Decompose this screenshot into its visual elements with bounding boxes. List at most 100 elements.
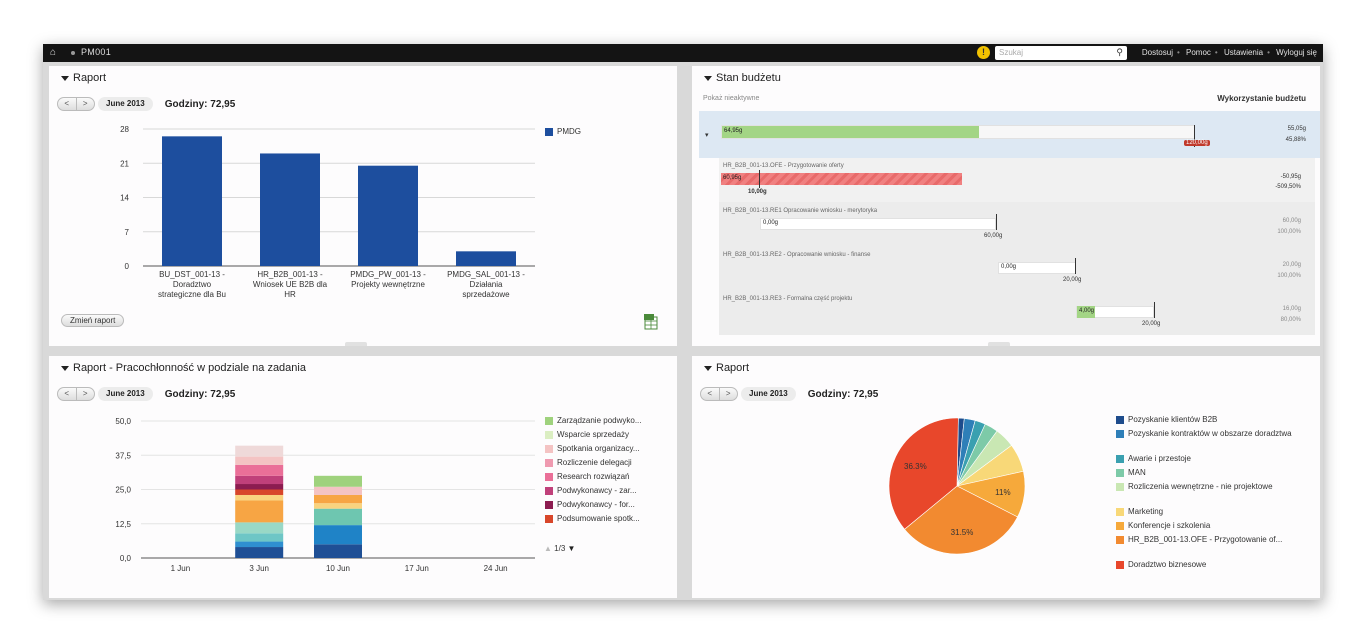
- collapse-icon[interactable]: [61, 365, 69, 371]
- legend-label: Podsumowanie spotk...: [557, 514, 640, 523]
- prev-month-button[interactable]: <: [58, 388, 77, 400]
- search-icon[interactable]: ⚲: [1116, 47, 1123, 57]
- search-input[interactable]: Szukaj ⚲: [995, 46, 1127, 60]
- resize-handle[interactable]: [345, 342, 367, 346]
- bar-segment: [314, 494, 362, 504]
- legend-label: Awarie i przestoje: [1128, 454, 1191, 463]
- link-logout[interactable]: Wyloguj się: [1276, 48, 1317, 57]
- notification-icon[interactable]: !: [977, 46, 990, 59]
- legend-label: Podwykonawcy - for...: [557, 500, 635, 509]
- resize-handle[interactable]: [988, 342, 1010, 346]
- y-tick-label: 50,0: [115, 417, 131, 426]
- budget-track: [1076, 306, 1154, 318]
- bar-segment: [235, 541, 284, 548]
- budget-row[interactable]: HR_B2B_001-13.RE3 - Formalna część proje…: [719, 290, 1315, 335]
- month-label[interactable]: June 2013: [98, 387, 153, 401]
- budget-row[interactable]: HR_B2B_001-13.OFE - Przygotowanie oferty…: [719, 158, 1315, 202]
- y-tick-label: 7: [125, 228, 130, 237]
- month-label[interactable]: June 2013: [98, 97, 153, 111]
- legend-swatch: [1116, 536, 1124, 544]
- bar-segment: [314, 525, 362, 545]
- legend-label: Wsparcie sprzedaży: [557, 430, 630, 439]
- legend-swatch: [1116, 483, 1124, 491]
- legend-item[interactable]: Marketing: [1116, 507, 1316, 521]
- legend-item[interactable]: Podwykonawcy - zar...: [545, 486, 642, 500]
- panel-header[interactable]: Raport: [61, 72, 106, 84]
- legend-item[interactable]: Awarie i przestoje: [1116, 454, 1316, 468]
- x-tick-label: 24 Jun: [484, 564, 508, 573]
- legend-label: Rozliczenie delegacji: [557, 458, 632, 467]
- x-tick-label: PMDG_SAL_001-13 -: [447, 270, 525, 279]
- next-month-button[interactable]: >: [82, 389, 88, 398]
- x-tick-label: HR_B2B_001-13 -: [257, 270, 323, 279]
- budget-row[interactable]: HR_B2B_001-13.RE1 Opracowanie wniosku - …: [719, 202, 1315, 246]
- legend-item[interactable]: Zarządzanie podwyko...: [545, 416, 642, 430]
- change-report-button[interactable]: Zmień raport: [61, 314, 125, 327]
- legend-prev-icon[interactable]: ▲: [544, 544, 552, 553]
- link-customize[interactable]: Dostosuj: [1141, 48, 1173, 57]
- legend-swatch: [1116, 561, 1124, 569]
- legend-page: 1/3: [554, 544, 566, 553]
- excel-export-icon[interactable]: [644, 314, 658, 330]
- show-inactive-link[interactable]: Pokaż nieaktywne: [703, 95, 760, 102]
- pager-nav: < >: [57, 387, 95, 401]
- budget-marker: [996, 214, 997, 230]
- month-label[interactable]: June 2013: [741, 387, 796, 401]
- legend-item[interactable]: Rozliczenia wewnętrzne - nie projektowe: [1116, 482, 1316, 507]
- legend-item[interactable]: Research rozwiązań: [545, 472, 642, 486]
- legend-item[interactable]: Rozliczenie delegacji: [545, 458, 642, 472]
- bullet-icon: [71, 51, 75, 55]
- legend-item[interactable]: Spotkania organizacy...: [545, 444, 642, 458]
- legend-label: MAN: [1128, 468, 1146, 477]
- legend-item[interactable]: Doradztwo biznesowe: [1116, 560, 1316, 574]
- legend-item[interactable]: Pozyskanie kontraktów w obszarze doradzt…: [1116, 429, 1316, 454]
- panel-title: Stan budżetu: [716, 72, 781, 84]
- legend-item[interactable]: HR_B2B_001-13.OFE - Przygotowanie of...: [1116, 535, 1316, 560]
- bar-segment: [235, 464, 284, 476]
- bar-segment: [235, 445, 284, 457]
- budget-marker: [1154, 302, 1155, 318]
- collapse-icon[interactable]: [704, 365, 712, 371]
- pie-chart: 11% 31.5% 36.3%: [888, 417, 1026, 555]
- legend-item[interactable]: Pozyskanie klientów B2B: [1116, 415, 1316, 429]
- next-month-button[interactable]: >: [82, 99, 88, 108]
- legend-label: HR_B2B_001-13.OFE - Przygotowanie of...: [1128, 535, 1283, 544]
- legend-swatch: [545, 459, 553, 467]
- link-help[interactable]: Pomoc: [1186, 48, 1211, 57]
- x-tick-label: HR: [284, 290, 296, 299]
- next-month-button[interactable]: >: [725, 389, 731, 398]
- expand-icon[interactable]: ▾: [705, 132, 709, 139]
- budget-marker: [759, 170, 760, 188]
- bar-segment: [235, 484, 284, 490]
- legend-item[interactable]: Podwykonawcy - for...: [545, 500, 642, 514]
- x-tick-label: Projekty wewnętrzne: [351, 280, 425, 289]
- collapse-icon[interactable]: [704, 75, 712, 81]
- x-tick-label: 10 Jun: [326, 564, 350, 573]
- y-tick-label: 12,5: [115, 520, 131, 529]
- panel-header[interactable]: Raport - Pracochłonność w podziale na za…: [61, 362, 306, 374]
- bar: [456, 251, 516, 266]
- legend-item[interactable]: Wsparcie sprzedaży: [545, 430, 642, 444]
- prev-month-button[interactable]: <: [58, 98, 77, 110]
- panel-header[interactable]: Raport: [704, 362, 749, 374]
- budget-row-summary[interactable]: ▾ 64,95g 120,00g 55,05g 45,88%: [699, 111, 1320, 158]
- collapse-icon[interactable]: [61, 75, 69, 81]
- x-tick-label: 17 Jun: [405, 564, 429, 573]
- legend-item[interactable]: Podsumowanie spotk...: [545, 514, 642, 528]
- pie-label: 11%: [995, 488, 1010, 497]
- prev-month-button[interactable]: <: [701, 388, 720, 400]
- legend-next-icon[interactable]: ▼: [567, 544, 576, 553]
- legend-item[interactable]: PMDG: [545, 127, 581, 141]
- home-icon[interactable]: ⌂: [50, 47, 57, 58]
- x-tick-label: BU_DST_001-13 -: [159, 270, 225, 279]
- budget-track: [760, 218, 996, 230]
- legend-item[interactable]: MAN: [1116, 468, 1316, 482]
- link-settings[interactable]: Ustawienia: [1223, 48, 1264, 57]
- panel-header[interactable]: Stan budżetu: [704, 72, 781, 84]
- x-tick-label: PMDG_PW_001-13 -: [350, 270, 426, 279]
- budget-row[interactable]: HR_B2B_001-13.RE2 - Opracowanie wniosku …: [719, 246, 1315, 290]
- top-links: Dostosuj • Pomoc • Ustawienia • Wyloguj się: [1141, 48, 1317, 57]
- y-tick-label: 37,5: [115, 451, 131, 460]
- stacked-bar-chart: 0,0 12,5 25,0 37,5 50,0 1 Jun 3 Jun 10 Jun 17 Ju…: [115, 417, 535, 573]
- legend-item[interactable]: Konferencje i szkolenia: [1116, 521, 1316, 535]
